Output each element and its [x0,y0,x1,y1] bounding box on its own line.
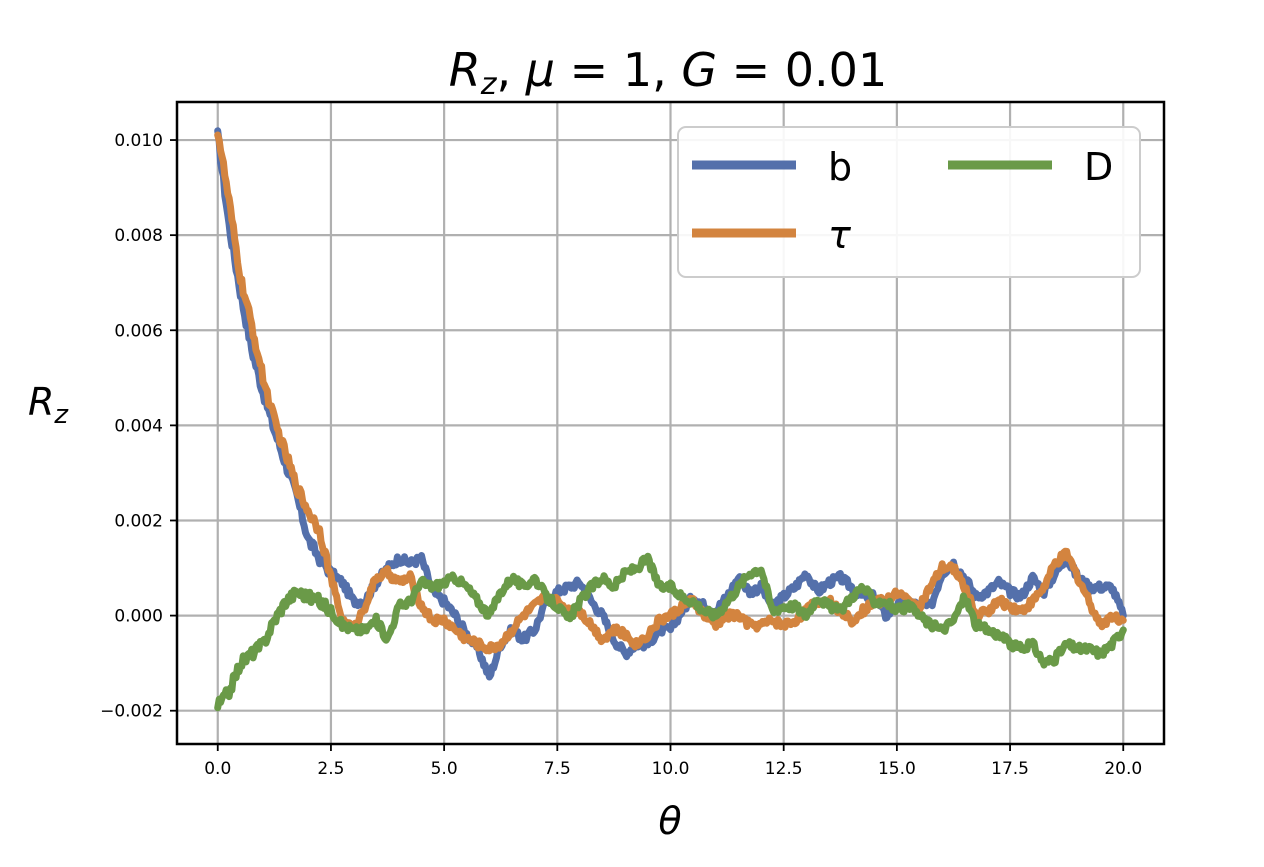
x-tick-label: 0.0 [204,759,231,779]
chart-title: Rz, μ = 1, G = 0.01 [449,43,887,102]
legend-box [677,126,1141,278]
y-tick-label: −0.002 [100,702,163,722]
y-tick-label: 0.010 [114,131,163,151]
x-tick-label: 17.5 [991,759,1029,779]
series-layer [214,127,1127,712]
y-tick-label: 0.002 [114,511,163,531]
y-ticks: −0.002 0.000 0.002 0.004 0.006 0.008 0.010 [100,131,177,722]
series-line-tau [214,131,1127,655]
x-tick-label: 5.0 [431,759,458,779]
x-axis-label: θ [658,799,681,843]
legend-label-tau: τ [828,213,852,257]
y-tick-label: 0.004 [114,416,163,436]
y-tick-label: 0.000 [114,607,163,627]
legend-label-b: b [828,145,852,189]
x-tick-label: 2.5 [317,759,344,779]
series-line-d [214,552,1127,712]
x-ticks: 0.0 2.5 5.0 7.5 10.0 12.5 15.0 17.5 20.0 [204,744,1142,779]
x-tick-label: 20.0 [1104,759,1142,779]
x-tick-label: 12.5 [765,759,803,779]
x-tick-label: 10.0 [652,759,690,779]
legend-label-d: D [1084,145,1113,189]
x-tick-label: 15.0 [878,759,916,779]
legend: b τ D [677,126,1141,278]
y-tick-label: 0.008 [114,226,163,246]
y-axis-label: Rz [28,380,69,430]
y-tick-label: 0.006 [114,321,163,341]
x-tick-label: 7.5 [544,759,571,779]
